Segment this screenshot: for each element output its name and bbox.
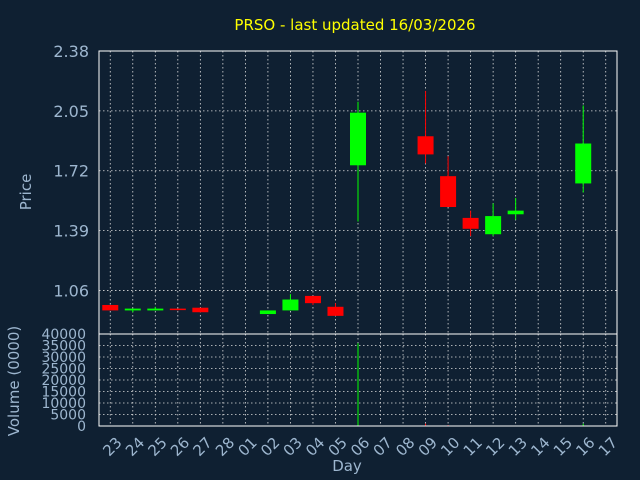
price-tick-label: 1.72 [53, 162, 89, 181]
candle-body [575, 143, 592, 184]
price-tick-label: 1.06 [53, 281, 89, 300]
volume-tick-label: 20000 [41, 373, 86, 389]
volume-axis-label: Volume (0000) [5, 326, 23, 436]
candle-body [102, 304, 119, 311]
price-axis-label: Price [17, 174, 35, 211]
candle-body [124, 308, 141, 311]
chart-title: PRSO - last updated 16/03/2026 [234, 16, 475, 34]
candle-body [169, 308, 186, 311]
x-axis-label: Day [332, 457, 362, 475]
volume-grid [99, 334, 617, 426]
price-tick-label: 1.39 [53, 222, 89, 241]
price-tick-label: 2.05 [53, 102, 89, 121]
candle-body [417, 136, 434, 155]
candle-body [304, 295, 321, 304]
volume-panel-frame [98, 333, 618, 427]
candle-body [192, 307, 209, 313]
volume-tick-label: 30000 [41, 350, 86, 366]
volume-tick-label: 40000 [41, 327, 86, 343]
price-tick-label: 2.38 [53, 42, 89, 61]
price-y-ticks: 2.38 2.05 1.72 1.39 1.06 [53, 42, 89, 300]
volume-tick-label: 25000 [41, 362, 86, 378]
candle-body [350, 112, 366, 166]
x-ticks: 2324252627280102030405060708091011121314… [99, 434, 621, 460]
candle-body [282, 299, 299, 311]
candle-body [485, 216, 502, 235]
volume-tick-label: 10000 [41, 396, 86, 412]
candle-body [147, 308, 164, 311]
candle-body [259, 310, 276, 315]
volume-tick-label: 15000 [41, 385, 86, 401]
volume-tick-label: 5000 [50, 408, 86, 424]
candle-body [507, 210, 524, 215]
candle-body [462, 217, 479, 229]
candles [102, 90, 592, 316]
candle-body [327, 306, 344, 316]
candle-body [440, 176, 457, 208]
volume-tick-label: 35000 [41, 339, 86, 355]
volume-tick-label: 0 [77, 419, 86, 435]
